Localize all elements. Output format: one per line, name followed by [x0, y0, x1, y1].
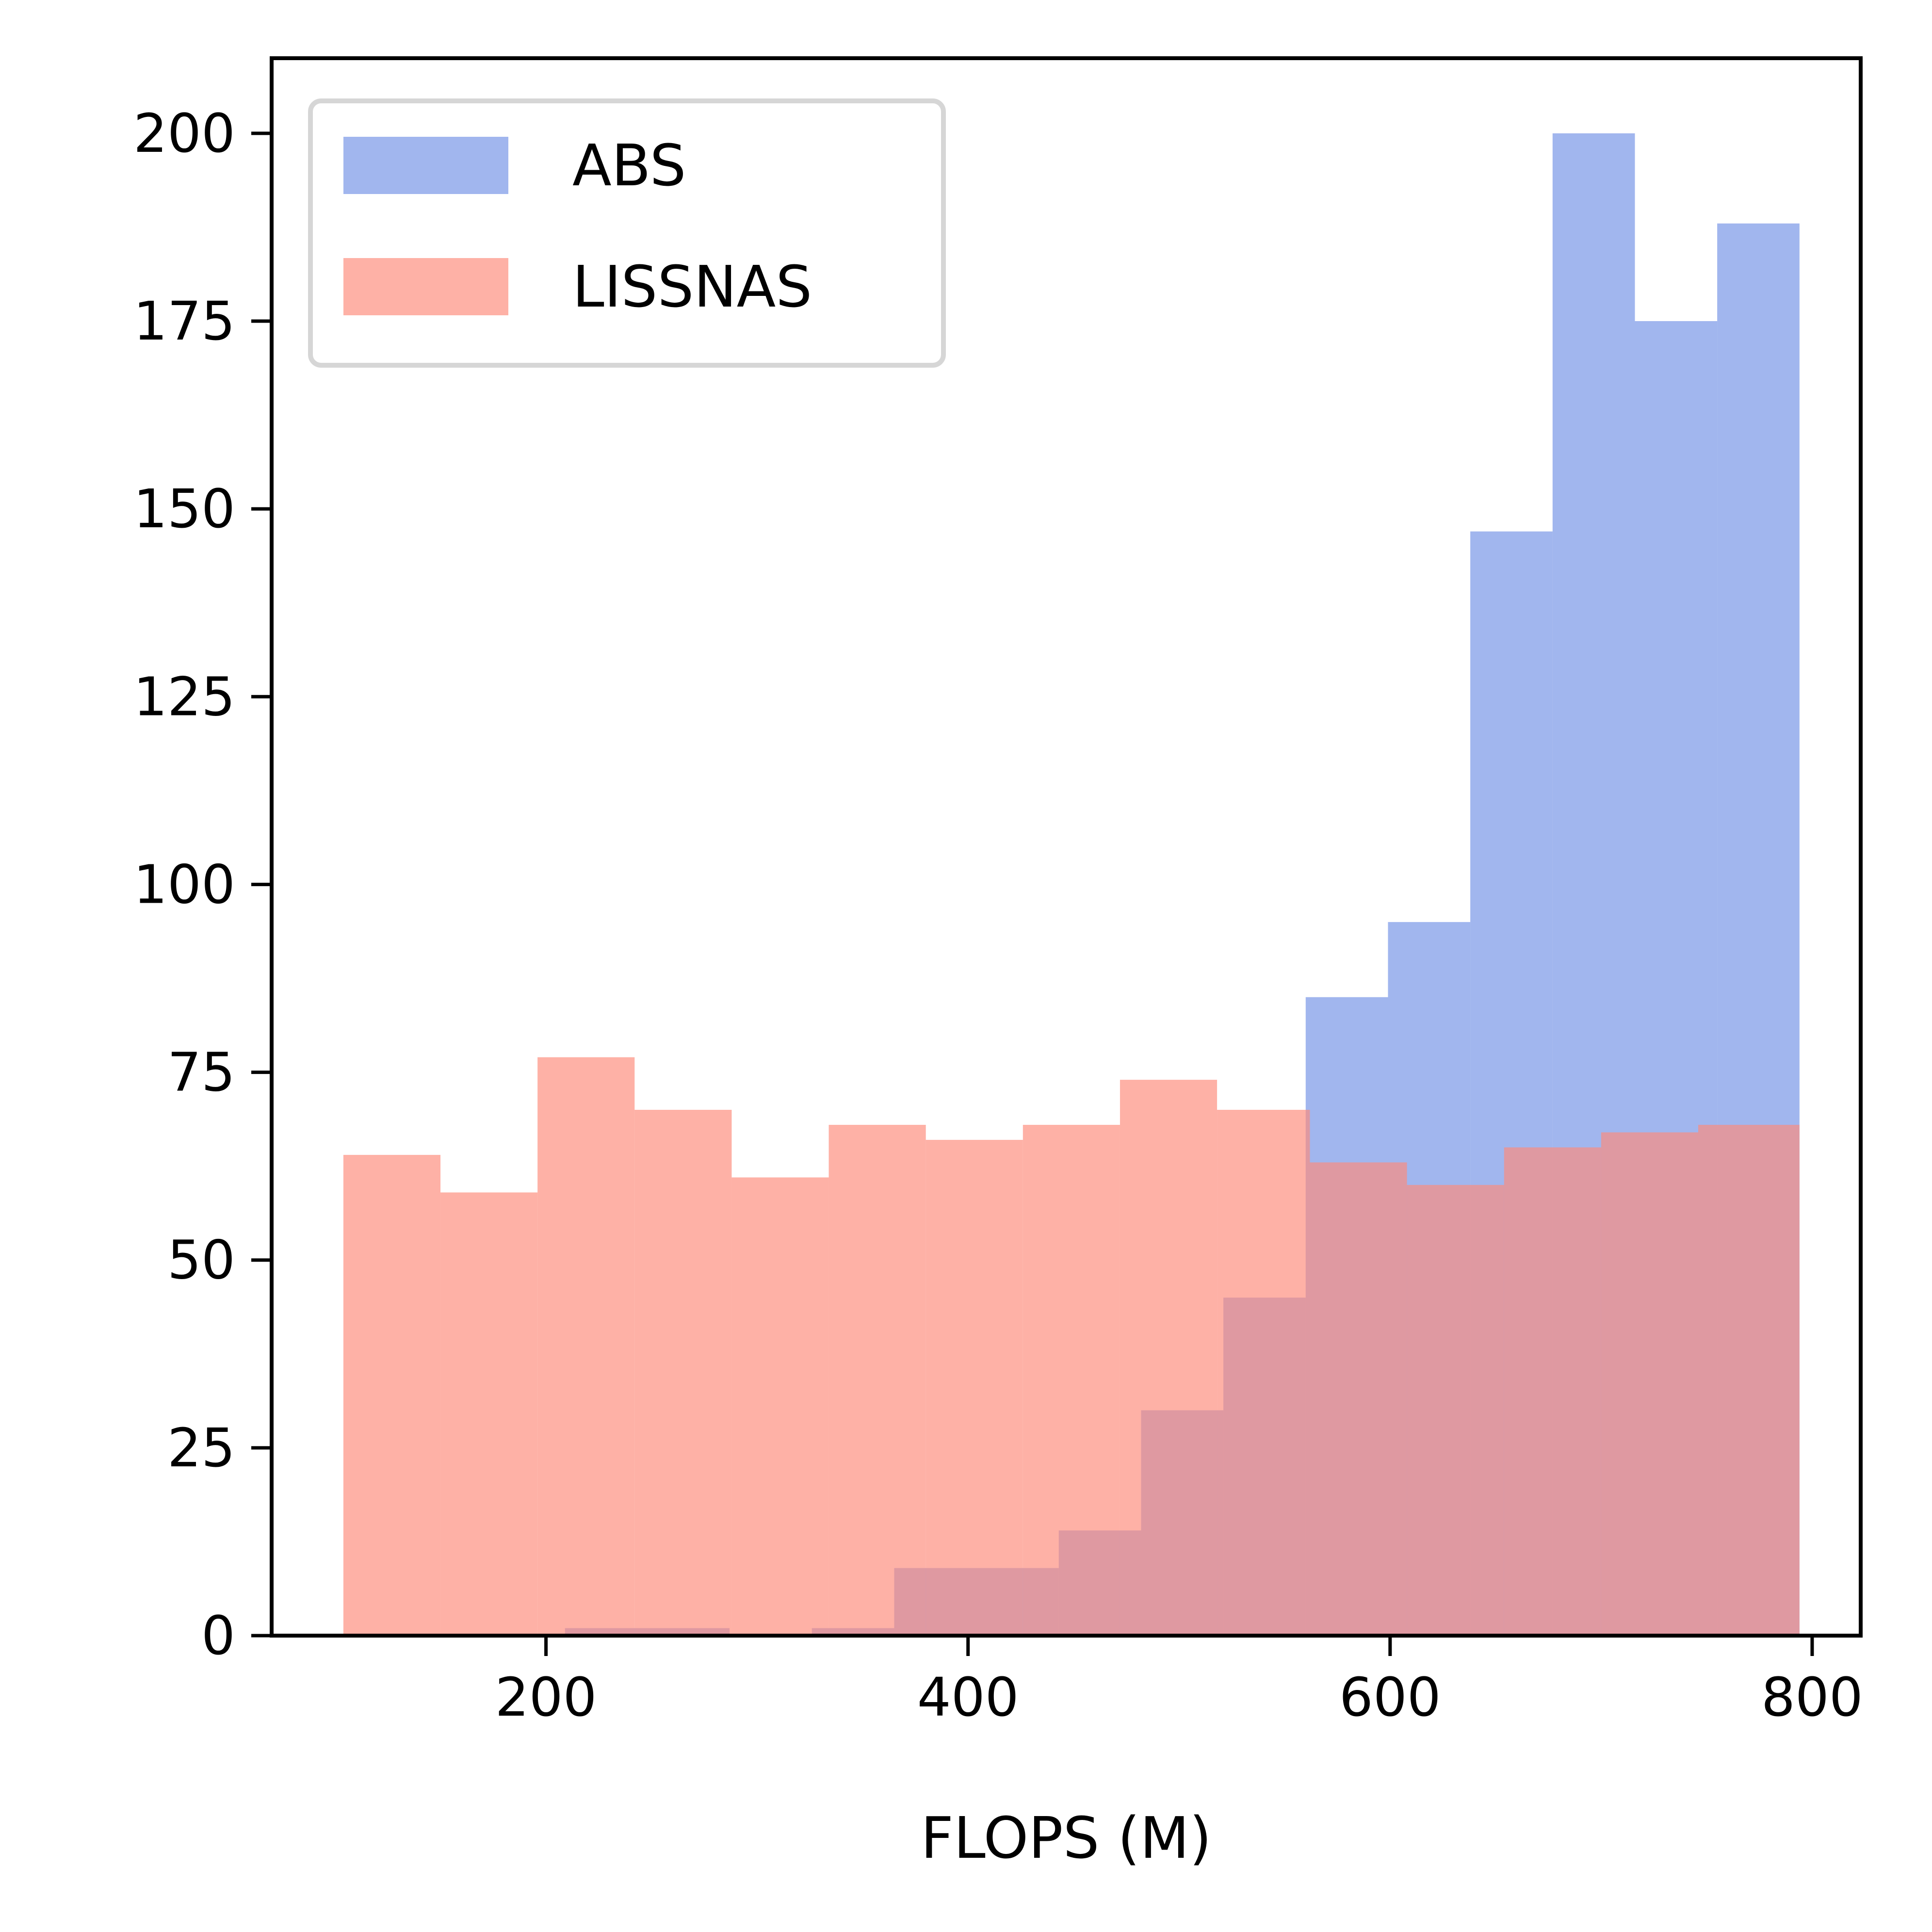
- lissnas-bar-12: [1504, 1147, 1601, 1636]
- lissnas-bar-2: [537, 1057, 635, 1636]
- lissnas-bar-7: [1023, 1124, 1120, 1636]
- lissnas-bar-1: [440, 1192, 538, 1636]
- x-axis-label: FLOPS (M): [921, 1804, 1212, 1871]
- x-tick-label-600: 600: [1339, 1666, 1441, 1728]
- y-tick-label-50: 50: [167, 1229, 235, 1291]
- lissnas-bar-13: [1601, 1132, 1699, 1636]
- lissnas-bar-11: [1407, 1185, 1504, 1636]
- y-tick-label-200: 200: [133, 102, 235, 164]
- lissnas-bar-6: [925, 1139, 1023, 1636]
- lissnas-legend-swatch: [343, 258, 508, 315]
- y-tick-label-175: 175: [133, 290, 235, 352]
- x-tick-label-800: 800: [1761, 1666, 1863, 1728]
- bars-layer: [343, 133, 1800, 1636]
- y-tick-label-0: 0: [201, 1605, 235, 1667]
- lissnas-bar-14: [1698, 1124, 1800, 1636]
- legend: ABS LISSNAS: [308, 98, 946, 368]
- y-tick-label-75: 75: [167, 1041, 235, 1104]
- lissnas-legend-label: LISSNAS: [572, 253, 812, 320]
- y-tick-label-125: 125: [133, 666, 235, 728]
- y-axis: 0 25 50 75 100 125 150 175 200: [133, 102, 272, 1667]
- abs-legend-swatch: [343, 137, 508, 194]
- lissnas-bar-8: [1120, 1080, 1218, 1636]
- lissnas-bar-3: [634, 1110, 732, 1636]
- lissnas-bar-0: [343, 1154, 441, 1636]
- lissnas-bar-10: [1310, 1162, 1407, 1636]
- abs-legend-label: ABS: [572, 132, 686, 199]
- x-tick-label-400: 400: [917, 1666, 1019, 1728]
- y-tick-label-150: 150: [133, 478, 235, 540]
- lissnas-bar-9: [1217, 1110, 1310, 1636]
- y-tick-label-25: 25: [167, 1417, 235, 1479]
- x-axis: 200 400 600 800: [495, 1636, 1863, 1728]
- plot-frame: [270, 56, 1863, 1638]
- lissnas-bar-4: [731, 1177, 829, 1636]
- y-tick-label-100: 100: [133, 853, 235, 915]
- lissnas-bar-5: [828, 1124, 926, 1636]
- x-tick-label-200: 200: [495, 1666, 597, 1728]
